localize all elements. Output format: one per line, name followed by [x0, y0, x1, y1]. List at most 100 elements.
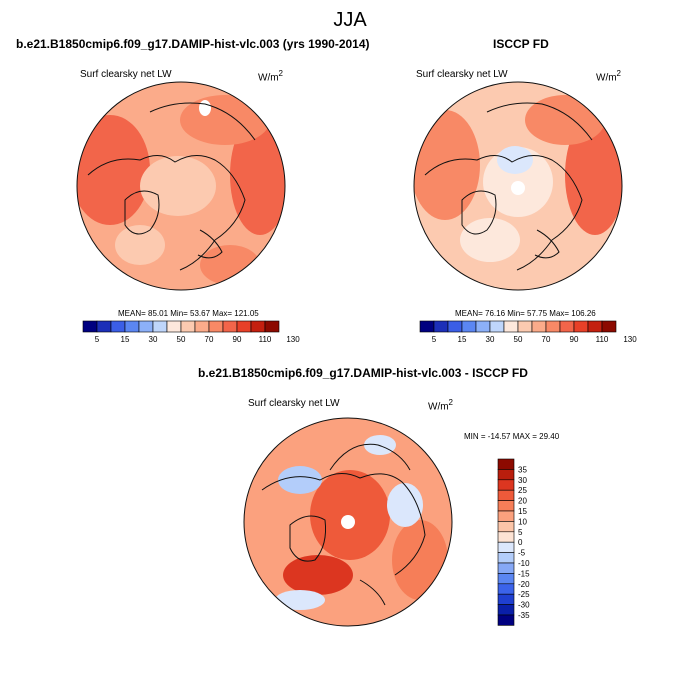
panel-1-coastlines [87, 102, 256, 271]
colorbar-box-3 [461, 320, 477, 333]
colorbar-tick-label: 110 [596, 335, 609, 344]
colorbar-tick-label: -20 [518, 580, 530, 589]
panel-1-title: b.e21.B1850cmip6.f09_g17.DAMIP-hist-vlc.… [16, 37, 370, 51]
colorbar-tick-label: -10 [518, 559, 530, 568]
colorbar-box-8 [497, 541, 515, 553]
panel-1-variable: Surf clearsky net LW [80, 69, 172, 80]
map-3-region-arctic [310, 470, 390, 560]
colorbar-box-1 [497, 469, 515, 481]
colorbar-box-13 [264, 320, 280, 333]
map-3-pole-hole [341, 515, 355, 529]
colorbar-box-1 [433, 320, 449, 333]
colorbar-tick-label: 10 [518, 517, 527, 526]
colorbar-box-12 [587, 320, 603, 333]
colorbar-box-10 [497, 562, 515, 574]
colorbar-tick-label: -5 [518, 549, 526, 558]
colorbar-box-11 [497, 573, 515, 585]
colorbar-box-5 [489, 320, 505, 333]
colorbar-box-8 [194, 320, 210, 333]
panel-2-variable: Surf clearsky net LW [416, 69, 508, 80]
map-1-region-greenland [115, 225, 165, 265]
map-1-region-eurasia [180, 95, 270, 145]
map-1-region-arctic [140, 156, 216, 216]
colorbar-box-9 [497, 552, 515, 564]
colorbar-box-7 [497, 531, 515, 543]
panel-1-map [77, 82, 285, 290]
colorbar-tick-label: 0 [518, 538, 523, 547]
colorbar-tick-label: 50 [514, 335, 523, 344]
colorbar-box-3 [497, 489, 515, 501]
colorbar-box-14 [497, 604, 515, 616]
panel-2-coastlines [424, 102, 593, 271]
colorbar-box-13 [497, 593, 515, 605]
map-2-region-eurasia [525, 95, 605, 145]
colorbar-tick-label: -15 [518, 569, 530, 578]
map-1-border [76, 81, 286, 291]
map-1-region-clear [199, 100, 211, 116]
map-2-region-greenland [460, 218, 520, 262]
colorbar-box-2 [447, 320, 463, 333]
colorbar-box-6 [166, 320, 182, 333]
colorbar-box-7 [517, 320, 533, 333]
map-3-region-negative-d [275, 590, 325, 610]
map-3-region-negative-a [278, 466, 322, 494]
map-3-region-negative-b [387, 483, 423, 527]
colorbar-box-5 [152, 320, 168, 333]
colorbar-tick-label: 30 [149, 335, 158, 344]
panel-1-colorbar: 5 15 30 50 70 90 110 130 [82, 320, 300, 344]
colorbar-box-8 [531, 320, 547, 333]
panel-3-units: W/m2 [428, 398, 453, 413]
colorbar-tick-label: 110 [259, 335, 272, 344]
colorbar-box-0 [419, 320, 435, 333]
colorbar-tick-label: 25 [518, 486, 527, 495]
colorbar-box-5 [497, 510, 515, 522]
figure-title: JJA [333, 9, 367, 31]
map-2-coast-hudson [534, 229, 560, 259]
colorbar-tick-label: 15 [121, 335, 130, 344]
colorbar-tick-label: 30 [486, 335, 495, 344]
colorbar-box-10 [222, 320, 238, 333]
colorbar-box-0 [497, 458, 515, 470]
colorbar-box-12 [497, 583, 515, 595]
colorbar-box-15 [497, 614, 515, 626]
colorbar-box-11 [573, 320, 589, 333]
map-3-region-atlantic [283, 555, 353, 595]
colorbar-tick-label: 50 [177, 335, 186, 344]
colorbar-box-9 [208, 320, 224, 333]
map-1-coast-hudson [197, 229, 223, 259]
colorbar-box-2 [497, 479, 515, 491]
map-2-border [413, 81, 623, 291]
panel-2-stats: MEAN= 76.16 Min= 57.75 Max= 106.26 [455, 309, 596, 318]
colorbar-tick-label: 15 [518, 507, 527, 516]
colorbar-box-6 [497, 521, 515, 533]
map-1-region-pacific [230, 115, 285, 235]
colorbar-box-6 [503, 320, 519, 333]
colorbar-box-7 [180, 320, 196, 333]
colorbar-box-3 [124, 320, 140, 333]
colorbar-box-9 [545, 320, 561, 333]
panel-1-stats: MEAN= 85.01 Min= 53.67 Max= 121.05 [118, 309, 259, 318]
colorbar-box-4 [475, 320, 491, 333]
map-1-coast-greenland [124, 190, 160, 235]
panel-3-map [244, 418, 452, 626]
map-2-coast-eurasia [424, 155, 583, 271]
colorbar-tick-label: 15 [458, 335, 467, 344]
colorbar-tick-label: -25 [518, 590, 530, 599]
panel-3-variable: Surf clearsky net LW [248, 398, 340, 409]
panel-1-units: W/m2 [258, 69, 283, 84]
colorbar-box-1 [96, 320, 112, 333]
colorbar-box-0 [82, 320, 98, 333]
colorbar-tick-label: 90 [570, 335, 579, 344]
colorbar-tick-label: 130 [623, 335, 637, 344]
map-2-pole-hole [511, 181, 525, 195]
map-1-coast-siberia [149, 102, 256, 141]
panel-2-title: ISCCP FD [493, 37, 549, 51]
colorbar-tick-label: 35 [518, 465, 527, 474]
colorbar-tick-label: -30 [518, 601, 530, 610]
panel-3-stats: MIN = -14.57 MAX = 29.40 [464, 432, 560, 441]
colorbar-tick-label: 70 [542, 335, 551, 344]
map-3-region-negative-c [364, 435, 396, 455]
panel-2-units: W/m2 [596, 69, 621, 84]
